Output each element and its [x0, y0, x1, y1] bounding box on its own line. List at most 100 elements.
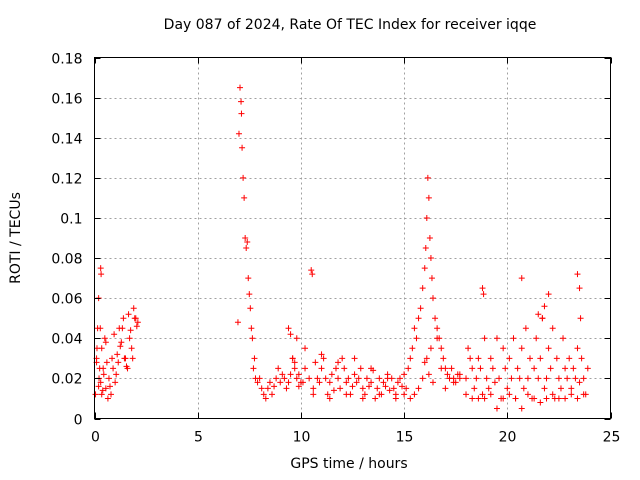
- data-point: [475, 355, 482, 362]
- data-point: [493, 405, 500, 412]
- data-point: [427, 255, 434, 262]
- data-point: [434, 335, 441, 342]
- data-point: [251, 355, 258, 362]
- data-point: [560, 335, 567, 342]
- data-point: [574, 271, 581, 278]
- data-point: [384, 375, 391, 382]
- data-point: [438, 365, 445, 372]
- data-point: [574, 395, 581, 402]
- data-point: [111, 331, 118, 338]
- data-point: [487, 355, 494, 362]
- data-point: [368, 379, 375, 386]
- x-tick-label: 25: [603, 430, 621, 446]
- plot-frame: [94, 57, 611, 419]
- data-point: [121, 355, 128, 362]
- x-tick-label: 15: [396, 430, 414, 446]
- data-point: [541, 303, 548, 310]
- data-point: [249, 335, 256, 342]
- data-point: [545, 345, 552, 352]
- axis-ticks: 0 0.02 0.04 0.06 0.08 0.1 0.12 0.14 0.16 0.18 0 5 10…: [51, 52, 620, 446]
- data-point: [423, 214, 430, 221]
- data-point: [100, 365, 107, 372]
- data-point: [407, 395, 414, 402]
- data-point: [260, 391, 267, 398]
- data-point: [429, 379, 436, 386]
- data-point: [363, 375, 370, 382]
- data-point: [485, 385, 492, 392]
- data-point: [463, 391, 470, 398]
- y-axis-label: ROTI / TECUs: [8, 192, 24, 284]
- data-point: [237, 84, 244, 91]
- data-point: [242, 235, 249, 241]
- data-point: [386, 387, 393, 394]
- data-point: [133, 323, 140, 330]
- data-point: [322, 375, 329, 382]
- data-point: [415, 385, 422, 392]
- data-point: [390, 385, 397, 392]
- data-point: [580, 391, 587, 398]
- data-point: [568, 391, 575, 398]
- data-point: [299, 379, 306, 386]
- data-point: [101, 335, 108, 342]
- data-point: [428, 275, 435, 282]
- data-point: [481, 335, 488, 342]
- data-point: [102, 385, 109, 392]
- data-point: [411, 391, 418, 398]
- data-point: [262, 395, 269, 402]
- data-point: [372, 395, 379, 402]
- data-point: [520, 385, 527, 392]
- data-point: [376, 375, 383, 382]
- data-point: [399, 383, 406, 390]
- data-point: [426, 235, 433, 241]
- data-point: [432, 315, 439, 322]
- data-point: [403, 385, 410, 392]
- data-point: [104, 395, 111, 402]
- data-point: [502, 365, 509, 372]
- data-point: [535, 311, 542, 318]
- data-point: [97, 379, 104, 386]
- data-point: [570, 365, 577, 372]
- data-point: [368, 365, 375, 372]
- data-point: [254, 379, 261, 386]
- data-point: [123, 363, 130, 370]
- data-point: [109, 355, 116, 362]
- data-point: [524, 375, 531, 382]
- data-point: [578, 355, 585, 362]
- data-point: [275, 365, 282, 372]
- data-point: [235, 130, 242, 137]
- data-point: [508, 375, 515, 382]
- data-point: [279, 371, 286, 378]
- data-point: [266, 379, 273, 386]
- data-point: [456, 371, 463, 378]
- data-point: [422, 245, 429, 252]
- data-point: [264, 385, 271, 392]
- data-point: [302, 365, 309, 372]
- data-point: [353, 379, 360, 386]
- data-point: [330, 387, 337, 394]
- data-point: [440, 355, 447, 362]
- data-point: [115, 359, 122, 366]
- data-point: [245, 275, 252, 282]
- y-tick-label: 0.12: [51, 172, 82, 188]
- data-point: [295, 383, 302, 390]
- data-point: [434, 325, 441, 332]
- data-point: [376, 391, 383, 398]
- data-point: [549, 391, 556, 398]
- data-point: [419, 375, 426, 382]
- data-point: [287, 331, 294, 338]
- grid-lines: [94, 57, 611, 419]
- data-point: [539, 315, 546, 322]
- data-point: [518, 345, 525, 352]
- data-point: [518, 405, 525, 412]
- data-point: [99, 387, 106, 394]
- data-point: [125, 311, 132, 318]
- data-point: [473, 375, 480, 382]
- data-point: [465, 345, 472, 352]
- y-tick-label: 0.06: [51, 292, 82, 308]
- y-tick-label: 0.16: [51, 92, 82, 108]
- data-point: [549, 325, 556, 332]
- data-point: [518, 275, 525, 282]
- data-point: [481, 395, 488, 402]
- data-point: [493, 335, 500, 342]
- data-point: [574, 345, 581, 352]
